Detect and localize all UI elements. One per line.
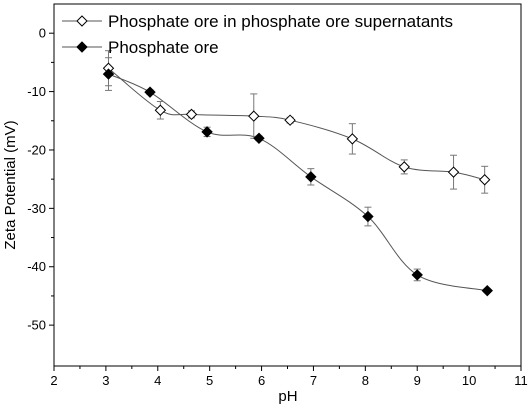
x-tick-label: 3 — [102, 373, 109, 388]
y-tick-label: -20 — [27, 142, 46, 157]
x-tick-label: 11 — [514, 373, 528, 388]
series-1-curve — [108, 67, 485, 181]
x-tick-label: 6 — [258, 373, 265, 388]
series-1-point — [346, 133, 359, 145]
y-tick-label: -40 — [27, 259, 46, 274]
series-1-point — [248, 110, 260, 122]
fitted-curves — [108, 67, 488, 292]
error-bars — [104, 50, 491, 293]
legend-label-series-2: Phosphate ore — [108, 38, 219, 57]
series-2-point — [411, 269, 423, 281]
y-tick-label: -10 — [27, 84, 46, 99]
legend-label-series-1: Phosphate ore in phosphate ore supernata… — [108, 12, 453, 31]
y-tick-label: 0 — [39, 26, 46, 41]
series-1-point — [284, 114, 296, 126]
x-tick-label: 4 — [154, 373, 161, 388]
series-2-point — [102, 68, 115, 80]
series-1-point — [478, 174, 491, 186]
y-tick-label: -30 — [27, 201, 46, 216]
series-2-point — [362, 210, 374, 223]
x-tick-label: 10 — [462, 373, 476, 388]
x-tick-label: 8 — [362, 373, 369, 388]
legend-marker-filled-diamond — [76, 41, 88, 53]
y-tick-label: -50 — [27, 318, 46, 333]
series-2-point — [305, 171, 317, 183]
series-2-point — [201, 126, 213, 138]
x-tick-label: 7 — [310, 373, 317, 388]
y-axis-ticks: 0 -10 -20 -30 -40 -50 — [27, 26, 54, 333]
series-1-point — [185, 108, 198, 121]
legend: Phosphate ore in phosphate ore supernata… — [62, 12, 453, 57]
series-2-curve — [108, 73, 488, 292]
series-2-point — [144, 86, 156, 98]
x-tick-label: 9 — [414, 373, 421, 388]
series-1-point — [447, 166, 460, 178]
x-axis-ticks: 2 3 4 5 6 7 8 9 10 11 — [50, 366, 528, 388]
x-axis-label: pH — [278, 388, 297, 405]
legend-marker-open-diamond — [76, 15, 88, 27]
series-2-point — [481, 284, 493, 297]
plot-frame — [53, 3, 522, 367]
series-1-point — [154, 104, 167, 116]
x-tick-label: 2 — [50, 373, 57, 388]
y-axis-label: Zeta Potential (mV) — [2, 120, 19, 249]
series-1-point — [398, 161, 410, 173]
x-tick-label: 5 — [206, 373, 213, 388]
data-markers — [102, 62, 493, 297]
series-2-point — [253, 132, 265, 144]
